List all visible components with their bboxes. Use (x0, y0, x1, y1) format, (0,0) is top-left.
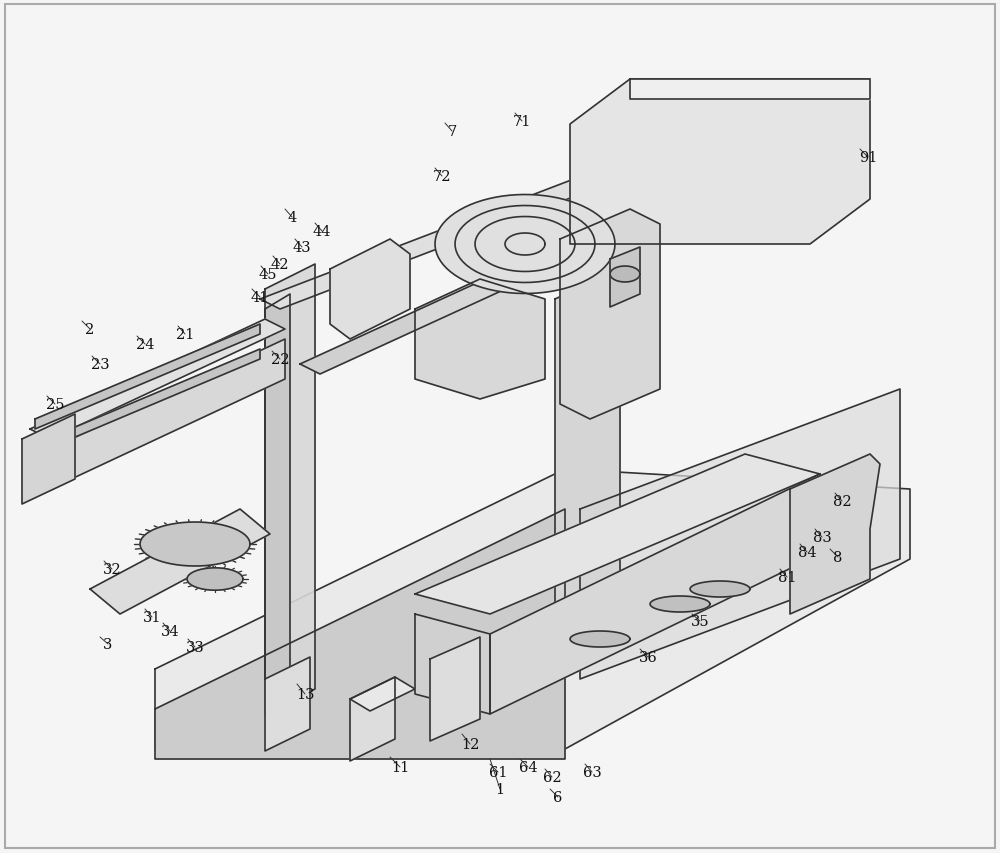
Text: 82: 82 (833, 495, 851, 508)
Text: 32: 32 (103, 562, 121, 577)
Text: 43: 43 (293, 241, 311, 255)
Polygon shape (570, 631, 630, 647)
Polygon shape (650, 596, 710, 612)
Text: 13: 13 (296, 688, 314, 701)
Polygon shape (630, 80, 870, 100)
Text: 34: 34 (161, 624, 179, 638)
Text: 35: 35 (691, 614, 709, 629)
Text: 42: 42 (271, 258, 289, 272)
Text: 45: 45 (259, 268, 277, 281)
Text: 7: 7 (447, 125, 457, 139)
Text: 61: 61 (489, 765, 507, 779)
Polygon shape (350, 677, 395, 761)
Polygon shape (490, 474, 820, 714)
Polygon shape (330, 240, 410, 339)
Polygon shape (265, 294, 290, 714)
Polygon shape (570, 80, 870, 245)
Text: 91: 91 (859, 151, 877, 165)
Polygon shape (260, 170, 620, 310)
Text: 4: 4 (287, 211, 297, 224)
Polygon shape (35, 350, 260, 455)
Polygon shape (30, 439, 50, 490)
Polygon shape (140, 522, 250, 566)
Polygon shape (265, 657, 310, 751)
Polygon shape (265, 264, 315, 714)
Polygon shape (155, 509, 565, 759)
Text: 11: 11 (391, 760, 409, 774)
Text: 81: 81 (778, 571, 796, 584)
Text: 62: 62 (543, 770, 561, 784)
Text: 44: 44 (313, 224, 331, 239)
Polygon shape (90, 509, 270, 614)
Text: 12: 12 (461, 737, 479, 751)
Polygon shape (555, 270, 620, 624)
Text: 1: 1 (495, 782, 505, 796)
Text: 63: 63 (583, 765, 601, 779)
Polygon shape (610, 267, 640, 282)
Text: 2: 2 (85, 322, 95, 337)
Text: 71: 71 (513, 115, 531, 129)
Polygon shape (187, 568, 243, 590)
Polygon shape (690, 582, 750, 597)
Text: 36: 36 (639, 650, 657, 664)
Polygon shape (415, 280, 545, 399)
Polygon shape (415, 614, 490, 714)
Polygon shape (22, 415, 75, 504)
Text: 41: 41 (251, 291, 269, 305)
Polygon shape (580, 390, 900, 679)
Text: 64: 64 (519, 760, 537, 774)
Text: 6: 6 (553, 790, 563, 804)
Text: 83: 83 (813, 531, 831, 544)
Polygon shape (435, 195, 615, 294)
Text: 33: 33 (186, 641, 204, 654)
Text: 22: 22 (271, 352, 289, 367)
Polygon shape (300, 255, 560, 374)
Polygon shape (610, 247, 640, 308)
Text: 25: 25 (46, 397, 64, 411)
Text: 8: 8 (833, 550, 843, 565)
Polygon shape (50, 339, 285, 490)
Polygon shape (30, 320, 285, 439)
Text: 24: 24 (136, 338, 154, 351)
Polygon shape (35, 325, 260, 430)
Text: 23: 23 (91, 357, 109, 372)
Polygon shape (350, 677, 415, 711)
Polygon shape (560, 210, 660, 420)
Text: 21: 21 (176, 328, 194, 341)
Polygon shape (430, 637, 480, 741)
Text: 84: 84 (798, 545, 816, 560)
Polygon shape (790, 455, 880, 614)
Text: 31: 31 (143, 610, 161, 624)
Text: 72: 72 (433, 170, 451, 183)
Polygon shape (155, 469, 910, 749)
Polygon shape (415, 455, 820, 614)
Text: 3: 3 (103, 637, 113, 651)
